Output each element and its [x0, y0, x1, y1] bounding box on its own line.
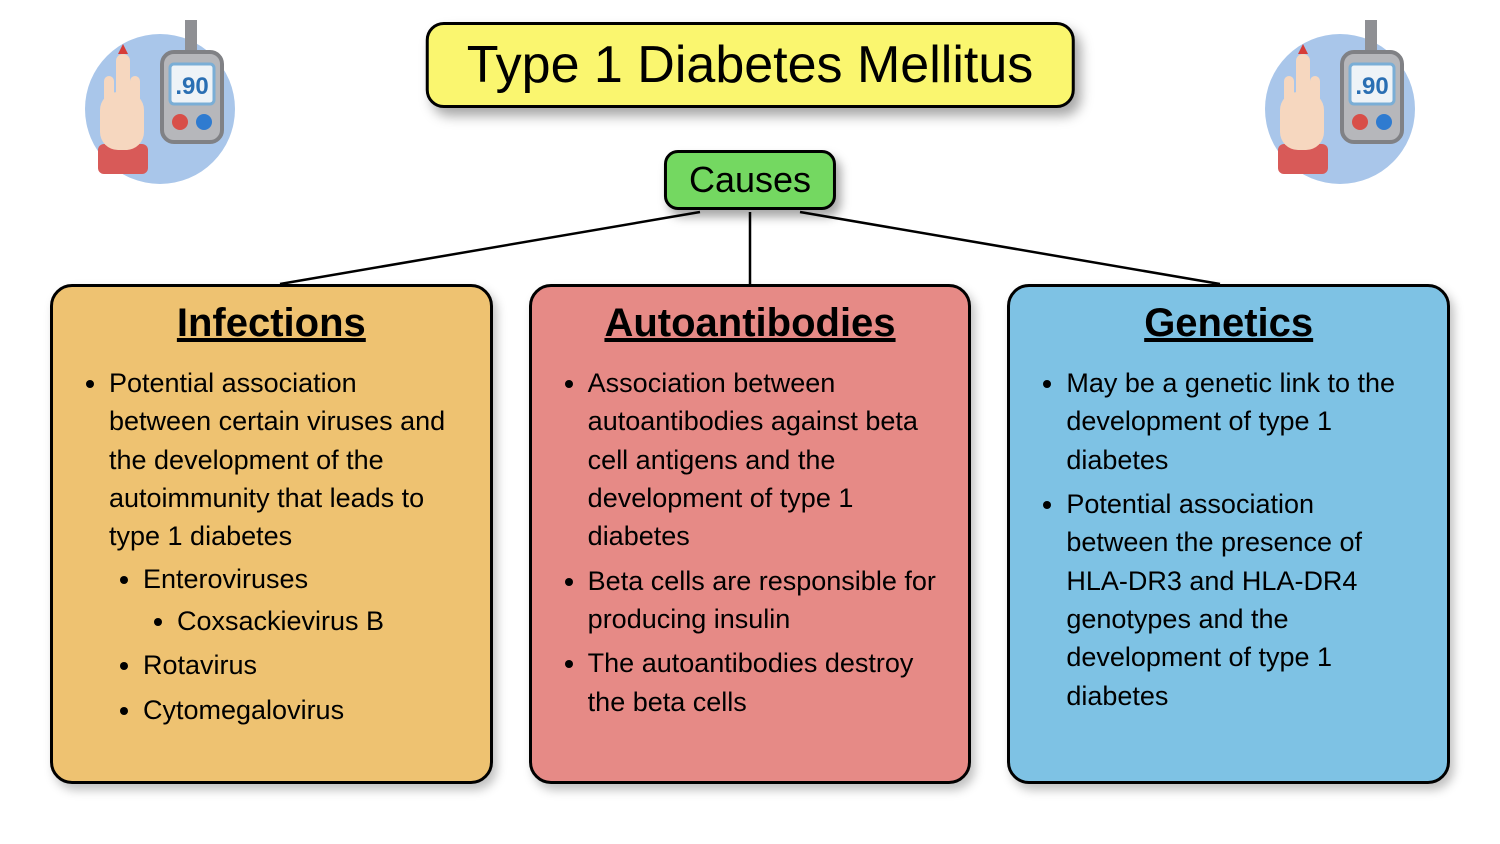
glucometer-reading: .90	[1355, 73, 1388, 100]
glucometer-icon: .90	[1250, 14, 1430, 194]
card-heading: Infections	[79, 301, 464, 346]
page-title: Type 1 Diabetes Mellitus	[426, 22, 1075, 108]
card-bullets: Potential association between certain vi…	[79, 364, 464, 729]
cards-row: Infections Potential association between…	[50, 284, 1450, 784]
glucometer-icon: .90	[70, 14, 250, 194]
card-genetics: Genetics May be a genetic link to the de…	[1007, 284, 1450, 784]
card-autoantibodies: Autoantibodies Association between autoa…	[529, 284, 972, 784]
card-heading: Autoantibodies	[558, 301, 943, 346]
card-bullets: May be a genetic link to the development…	[1036, 364, 1421, 715]
causes-hub: Causes	[664, 150, 836, 210]
card-bullets: Association between autoantibodies again…	[558, 364, 943, 721]
card-infections: Infections Potential association between…	[50, 284, 493, 784]
card-heading: Genetics	[1036, 301, 1421, 346]
glucometer-reading: .90	[175, 73, 208, 100]
